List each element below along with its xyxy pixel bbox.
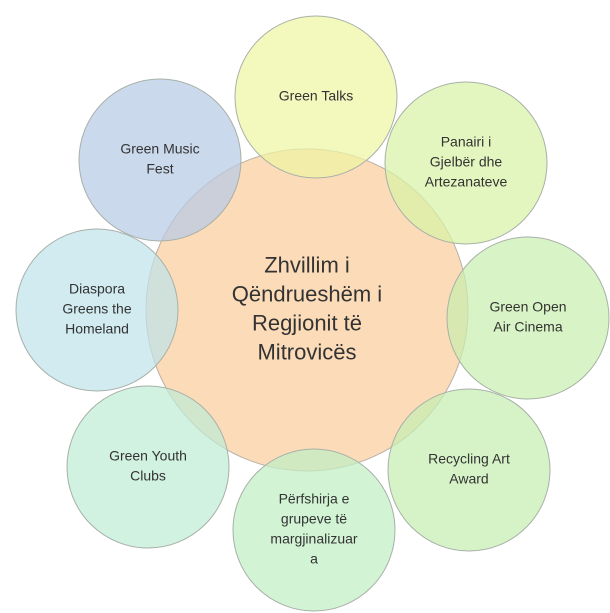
node-label: Artezanateve: [425, 174, 508, 190]
node-circle: [446, 236, 610, 400]
node-label: Green Youth: [109, 448, 187, 464]
node-circle: [78, 78, 242, 242]
satellites: [15, 15, 610, 612]
node-label: Greens the: [62, 301, 131, 317]
node-label: Përfshirja e: [279, 491, 350, 507]
node-label: a: [310, 551, 318, 567]
node-label: grupeve të: [281, 511, 347, 527]
labels: Green Talks Panairi i Gjelbër dhe Artezanat…: [62, 88, 566, 567]
node-label: Air Cinema: [493, 319, 562, 335]
node-label: Green Music: [120, 141, 199, 157]
node-circle: [66, 385, 230, 549]
node-label: Recycling Art: [428, 451, 510, 467]
node-circle: [387, 388, 551, 552]
node-label: Award: [449, 471, 488, 487]
node-circle: [234, 15, 398, 179]
center-label: Regjionit të: [252, 310, 362, 335]
node-label: Green Open: [489, 299, 566, 315]
node-label: Diaspora: [69, 281, 125, 297]
node-label: Gjelbër dhe: [430, 154, 503, 170]
node-circle: [232, 448, 396, 612]
node-label: Fest: [146, 161, 173, 177]
center-label: Zhvillim i: [264, 252, 350, 277]
node-label: Homeland: [65, 321, 129, 337]
center-label: Qëndrueshëm i: [232, 281, 382, 306]
node-label: margjinalizuar: [270, 531, 357, 547]
node-circle: [15, 228, 179, 392]
node-label: Green Talks: [279, 88, 353, 104]
node-label: Panairi i: [441, 134, 492, 150]
node-label: Clubs: [130, 468, 166, 484]
center-label: Mitrovicës: [257, 339, 356, 364]
node-circle: [384, 81, 548, 245]
